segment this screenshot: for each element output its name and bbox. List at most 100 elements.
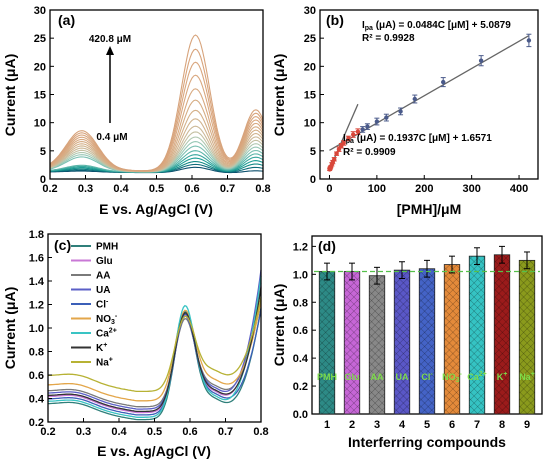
panel-c: 0.2 0.3 0.4 0.5 0.6 0.7 0.8 0.2 0.4 0.6 0.8 1.0 1.2 1… [2, 229, 269, 459]
panel-d-xtick-label: 1 [324, 419, 330, 431]
panel-c-legend-label: NO3- [96, 313, 118, 326]
panel-c-legend-label: Cl- [96, 299, 109, 311]
panel-d-bar-label: Glu [345, 372, 360, 382]
panel-b-equation-1: Ipa (μA) = 0.0484C [μM] + 5.0879 [362, 20, 511, 32]
panel-a-xtick-label: 0.5 [149, 183, 164, 195]
panel-a-frame [49, 9, 264, 180]
panel-d-ylabel: Current (μA) [271, 284, 287, 366]
panel-d-xtick-label: 2 [349, 419, 355, 431]
panel-d-bar-label: PMH [317, 372, 337, 382]
panel-c-ytick-label: 0.8 [29, 347, 44, 359]
panel-d-xtick-label: 6 [449, 419, 455, 431]
panel-b-ytick-label: 5 [310, 146, 316, 158]
panel-b-points [327, 33, 532, 172]
panel-d-xtick-label: 5 [424, 419, 430, 431]
panel-c-letter: (c) [54, 237, 71, 253]
panel-a-xtick-label: 0.7 [220, 183, 235, 195]
panel-b-point [384, 115, 389, 120]
panel-b-point [355, 129, 361, 134]
panel-a-ytick-label: 5 [40, 146, 46, 158]
panel-c-xtick-label: 0.7 [218, 426, 233, 438]
panel-b-point [441, 79, 446, 85]
panel-d-bar-crosshatch [318, 271, 336, 415]
panel-b-letter: (b) [326, 12, 344, 28]
panel-b-point [346, 136, 351, 141]
panel-b-equation-2: Ipa (μA) = 0.1937C [μM] + 1.6571 [343, 133, 492, 145]
panel-b: 0 100 200 300 400 0 5 10 15 20 25 30 (b) Ipa (μA) =… [271, 5, 539, 217]
panel-a-curve [49, 34, 264, 172]
panel-c-ytick-label: 1.6 [29, 253, 44, 265]
panel-c-ytick-label: 0.2 [29, 417, 44, 429]
panel-a-xtick-label: 0.4 [113, 183, 129, 195]
panel-b-r2-1: R² = 0.9928 [362, 33, 415, 44]
panel-c-legend-label: UA [96, 285, 110, 296]
panel-b-xtick-label: 400 [510, 183, 528, 195]
panel-a: 0.2 0.3 0.4 0.5 0.6 0.7 0.8 0 5 10 15 20 25 30 (a) 42… [2, 5, 271, 217]
panel-d-bar-label: Cl- [421, 371, 433, 382]
panel-d-xtick-label: 7 [474, 419, 480, 431]
panel-a-ytick-label: 20 [34, 61, 46, 73]
panel-d-bar-label: K+ [497, 371, 508, 382]
panel-a-ytick-label: 15 [34, 90, 46, 102]
panel-b-ytick-label: 30 [304, 5, 316, 17]
panel-b-point [478, 58, 484, 63]
panel-d-bar-label: Na+ [519, 371, 535, 382]
panel-d-bar-crosshatch [343, 271, 361, 415]
panel-c-legend: PMH Glu AA UA Cl- NO3- Ca2+ K+ Na+ [71, 242, 118, 369]
panel-a-ytick-label: 10 [34, 118, 46, 130]
panel-d-bar-crosshatch [518, 259, 536, 415]
panel-a-xtick-label: 0.6 [184, 183, 199, 195]
panel-c-ytick-label: 0.6 [29, 370, 44, 382]
panel-d-bar-label: UA [396, 372, 409, 382]
panel-c-xtick-label: 0.6 [182, 426, 197, 438]
panel-d-letter: (d) [318, 238, 336, 254]
panel-c-xtick-label: 0.8 [253, 426, 268, 438]
panel-d-bar-crosshatch [493, 254, 511, 415]
panel-b-ytick-label: 10 [304, 118, 316, 130]
panel-b-ytick-label: 20 [304, 61, 316, 73]
panel-c-legend-label: PMH [96, 242, 118, 253]
panel-c-legend-label: Glu [96, 256, 113, 267]
panel-b-ylabel: Current (μA) [271, 54, 287, 136]
panel-d-xlabel: Interferring compounds [348, 434, 506, 450]
panel-b-point [526, 38, 532, 43]
panel-b-point [374, 119, 380, 124]
panel-b-xtick-label: 100 [368, 183, 386, 195]
panel-a-ytick-label: 25 [34, 33, 46, 45]
panel-b-point [360, 127, 365, 132]
panel-b-xtick-label: 300 [462, 183, 480, 195]
panel-c-ytick-label: 1.0 [29, 323, 44, 335]
panel-a-xtick-label: 0.2 [42, 183, 57, 195]
panel-d-bar-label: Ca2+ [467, 371, 487, 382]
panel-b-point [350, 132, 356, 137]
panel-b-r2-2: R² = 0.9909 [343, 147, 396, 158]
panel-b-point [365, 124, 370, 129]
panel-c-curve-3 [48, 269, 262, 410]
panel-c-ytick-label: 1.8 [29, 229, 44, 241]
panel-c-xtick-label: 0.4 [111, 426, 127, 438]
panel-b-ytick-label: 0 [310, 174, 316, 186]
panel-d-ytick-label: 0.8 [293, 297, 308, 309]
panel-d-ytick-label: 0.6 [293, 325, 308, 337]
panel-d-bar-label: NO3- [442, 371, 462, 384]
panel-c-curve-0 [48, 307, 262, 421]
panel-c-curves [47, 269, 262, 421]
panel-c-xlabel: E vs. Ag/AgCl (V) [97, 443, 211, 459]
panel-b-point [398, 109, 403, 114]
panel-b-xtick-label: 200 [415, 183, 433, 195]
panel-a-curves [49, 34, 264, 174]
panel-c-xtick-label: 0.5 [147, 426, 162, 438]
panel-b-point [332, 157, 337, 162]
panel-b-point [412, 96, 417, 102]
panel-c-ytick-label: 1.2 [29, 300, 44, 312]
panel-c-curve-1 [48, 282, 262, 414]
panel-d-ytick-label: 0.0 [293, 409, 308, 421]
panel-c-curve-6 [48, 275, 262, 418]
panel-d-ytick-label: 0.2 [293, 381, 308, 393]
panel-d-bar-crosshatch [468, 255, 486, 415]
panel-c-curve-8 [48, 296, 262, 393]
panel-c-legend-label: Ca2+ [96, 328, 117, 340]
panel-b-point [341, 140, 346, 146]
panel-d-ytick-label: 1.2 [293, 241, 308, 253]
